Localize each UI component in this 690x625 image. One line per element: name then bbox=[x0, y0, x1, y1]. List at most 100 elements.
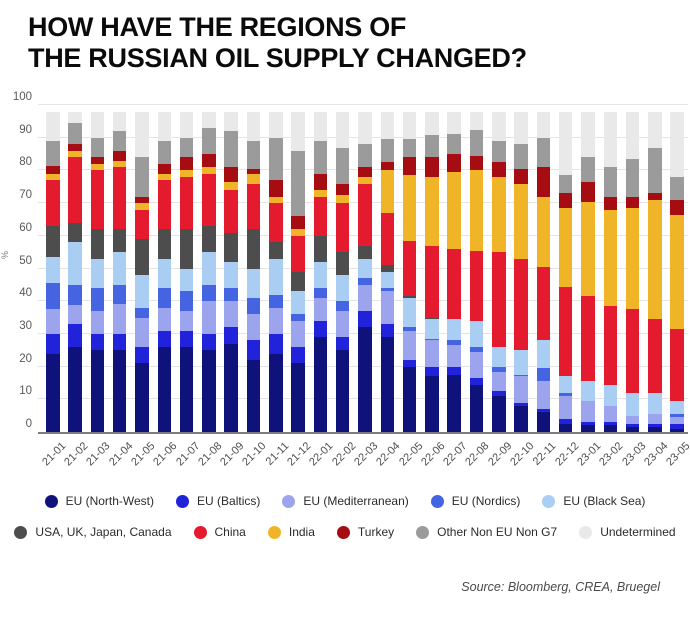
y-tick-60: 60 bbox=[19, 221, 32, 234]
source-credit: Source: Bloomberg, CREA, Bruegel bbox=[461, 580, 660, 594]
bar-segment bbox=[269, 180, 283, 197]
bar-22-06 bbox=[425, 105, 439, 432]
bar-22-10 bbox=[514, 105, 528, 432]
bar-segment bbox=[269, 258, 283, 295]
bar-segment bbox=[670, 414, 684, 418]
bar-segment bbox=[291, 320, 305, 347]
bar-segment bbox=[425, 338, 439, 341]
bar-segment bbox=[536, 381, 551, 410]
y-tick-100: 100 bbox=[12, 91, 32, 103]
bar-21-06 bbox=[157, 105, 171, 432]
bar-segment bbox=[135, 209, 149, 240]
bar-segment bbox=[246, 168, 261, 174]
bar-segment bbox=[358, 111, 372, 145]
bar-segment bbox=[514, 350, 528, 375]
bar-segment bbox=[514, 258, 528, 351]
bar-segment bbox=[625, 159, 640, 197]
plot-area: % 0 10 20 30 40 50 60 70 80 90 100 21-01 21-02 21-03 2… bbox=[0, 91, 690, 468]
bar-segment bbox=[291, 347, 305, 364]
bar-segment bbox=[269, 111, 283, 138]
bar-segment bbox=[648, 392, 662, 415]
bar-segment bbox=[112, 304, 127, 334]
bar-segment bbox=[670, 199, 684, 215]
bar-segment bbox=[246, 141, 261, 169]
bar-segment bbox=[469, 320, 484, 348]
bar-22-05 bbox=[402, 105, 417, 432]
legend-swatch-icon bbox=[193, 525, 207, 539]
bar-segment bbox=[202, 301, 216, 334]
bar-segment bbox=[492, 366, 506, 372]
bar-segment bbox=[224, 167, 238, 182]
legend-item: Undetermined bbox=[579, 525, 676, 539]
bar-segment bbox=[112, 111, 127, 132]
bar-segment bbox=[581, 425, 595, 432]
bar-segment bbox=[558, 111, 573, 176]
bar-21-01 bbox=[46, 105, 60, 432]
bar-21-02 bbox=[68, 105, 82, 432]
bar-segment bbox=[492, 252, 506, 348]
legend-label: India bbox=[288, 525, 315, 539]
bar-segment bbox=[536, 137, 551, 168]
bar-segment bbox=[112, 350, 127, 432]
bar-23-02 bbox=[603, 105, 617, 432]
bar-22-01 bbox=[313, 105, 328, 432]
bar-segment bbox=[246, 360, 261, 432]
bar-segment bbox=[492, 396, 506, 432]
bar-segment bbox=[447, 172, 461, 249]
bar-segment bbox=[603, 196, 617, 210]
legend-swatch-icon bbox=[416, 525, 430, 539]
bar-segment bbox=[358, 177, 372, 184]
bar-segment bbox=[536, 368, 551, 382]
legend-item: EU (Nordics) bbox=[430, 494, 520, 508]
bar-segment bbox=[469, 384, 484, 432]
bar-segment bbox=[625, 423, 640, 428]
bar-segment bbox=[670, 417, 684, 424]
bar-segment bbox=[335, 147, 350, 184]
bar-segment bbox=[648, 319, 662, 393]
bar-segment bbox=[425, 376, 439, 432]
bar-segment bbox=[469, 155, 484, 171]
bar-22-11 bbox=[536, 105, 551, 432]
bar-segment bbox=[269, 137, 283, 181]
legend-row-1: EU (North-West) EU (Baltics) EU (Mediterra… bbox=[0, 494, 690, 508]
bar-segment bbox=[469, 347, 484, 352]
bar-segment bbox=[157, 141, 171, 164]
bar-segment bbox=[558, 175, 573, 194]
legend-item: EU (Mediterranean) bbox=[282, 494, 409, 508]
bar-segment bbox=[291, 150, 305, 217]
bar-segment bbox=[90, 137, 105, 158]
bar-segment bbox=[469, 111, 484, 130]
legend-row-2: USA, UK, Japan, Canada China India Turkey Ot… bbox=[0, 525, 690, 539]
bar-segment bbox=[425, 134, 439, 158]
bar-22-02 bbox=[335, 105, 350, 432]
bar-segment bbox=[246, 297, 261, 315]
bar-segment bbox=[313, 141, 328, 174]
bar-segment bbox=[157, 288, 171, 308]
bar-segment bbox=[179, 157, 194, 171]
legend-item: EU (North-West) bbox=[44, 494, 154, 508]
y-tick-10: 10 bbox=[19, 385, 32, 398]
bar-segment bbox=[291, 291, 305, 315]
legend-label: Turkey bbox=[357, 525, 395, 539]
bar-segment bbox=[581, 181, 595, 202]
bar-segment bbox=[157, 229, 171, 259]
bar-segment bbox=[112, 229, 127, 253]
bar-segment bbox=[135, 307, 149, 318]
bar-segment bbox=[380, 288, 394, 292]
bar-segment bbox=[603, 405, 617, 423]
bar-segment bbox=[202, 252, 216, 285]
bar-segment bbox=[425, 319, 439, 339]
bar-segment bbox=[90, 258, 105, 289]
bar-segment bbox=[536, 340, 551, 369]
bar-segment bbox=[358, 311, 372, 328]
stacked-bar-chart: % 0 10 20 30 40 50 60 70 80 90 100 21-01 21-02 21-03 2… bbox=[0, 91, 690, 468]
bar-segment bbox=[380, 324, 394, 338]
bar-segment bbox=[492, 391, 506, 397]
bar-segment bbox=[581, 381, 595, 401]
bar-segment bbox=[157, 258, 171, 289]
bar-segment bbox=[68, 111, 82, 124]
bar-segment bbox=[447, 134, 461, 155]
bar-21-03 bbox=[90, 105, 105, 432]
bar-segment bbox=[269, 294, 283, 308]
bar-segment bbox=[112, 160, 127, 168]
